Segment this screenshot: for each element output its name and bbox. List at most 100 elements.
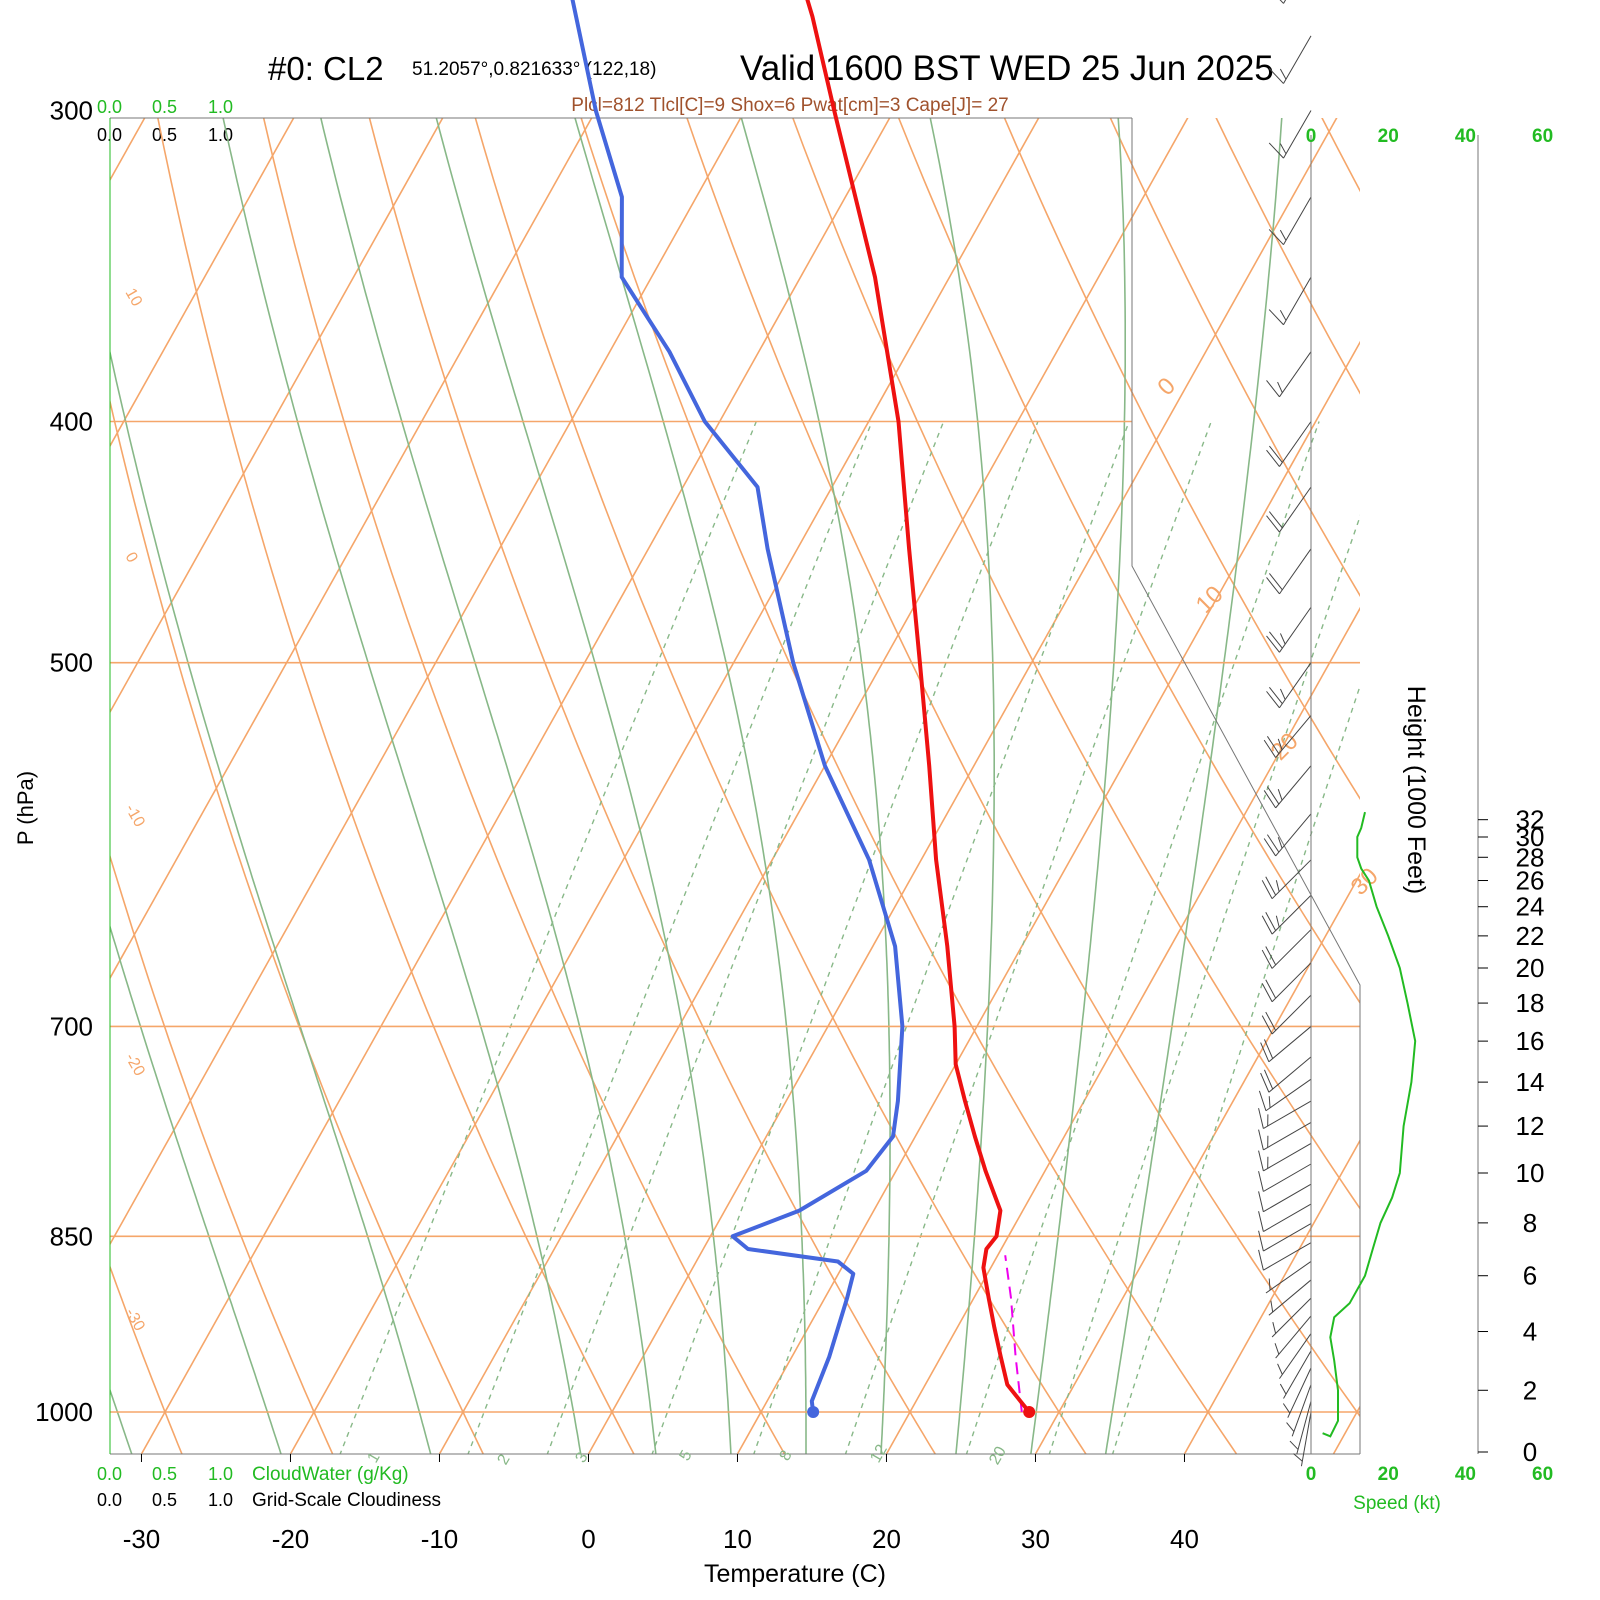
moist-adiabat-line [740,118,891,1454]
dry-adiabat-line [580,118,1238,1454]
frame-right [1131,118,1361,1454]
barb-feather [1277,738,1283,751]
surface-temperature-dot [1023,1406,1036,1418]
barb-feather [1279,68,1287,80]
wind-barb [1268,110,1312,159]
height-tick-label: 26 [1516,866,1545,896]
barb-staff [1275,813,1312,857]
barb-staff [1271,859,1312,900]
cloud-axis-top: 0.0 0.5 1.0 0.0 0.5 1.0 [97,97,233,145]
barb-feather [1263,790,1277,809]
wind-barb [1266,421,1312,467]
barb-staff [1283,276,1312,326]
height-tick-label: 0 [1523,1437,1537,1467]
barb-feather [1266,786,1280,805]
barb-feather [1268,229,1284,246]
barb-feather [1279,0,1284,4]
height-tick-label: 4 [1523,1317,1537,1347]
barb-staff [1268,1056,1312,1093]
barb-feather [1289,1440,1299,1450]
barb-staff [1283,35,1312,84]
barb-feather [1261,949,1273,969]
mixing-ratio-line [965,421,1320,1454]
sounding-profiles [570,0,1036,1418]
barb-feather [1268,573,1283,591]
barb-staff [1263,1203,1312,1232]
barb-feather [1268,1278,1271,1291]
cloud-axis-bottom: 0.0 0.5 1.0 CloudWater (g/Kg) 0.0 0.5 1.… [97,1464,441,1511]
mixing-ratio-line [546,421,945,1454]
pressure-tick-label: 700 [50,1011,93,1041]
barb-staff [1263,1242,1312,1271]
wind-barb [1258,1121,1312,1151]
wind-barb [1286,1384,1312,1437]
mixing-ratio-label: 5 [677,1448,696,1464]
barb-feather [1266,691,1280,709]
barb-feather [1258,1108,1264,1129]
barb-feather [1261,880,1273,899]
height-tick-label: 16 [1516,1026,1545,1056]
barb-feather [1261,1015,1273,1035]
dewpoint-line [570,0,905,1413]
barb-feather [1260,1072,1270,1093]
isotherm-label: 10 [122,286,146,310]
moist-adiabat-line [1030,118,1126,1454]
barb-feather [1279,229,1287,241]
barb-feather [1266,736,1280,755]
barb-feather [1258,1171,1264,1192]
barb-staff [1275,715,1312,758]
barb-feather [1265,979,1277,999]
cloudiness-tick-1: 0.5 [152,1490,177,1510]
wind-barb [1271,1297,1312,1338]
mixing-ratio-label: 12 [867,1442,891,1466]
wind-barb [1263,765,1312,809]
isotherm-line [1183,1138,1360,1454]
isotherm-label: -10 [122,802,148,831]
barb-feather [1261,915,1273,935]
barb-feather [1270,1300,1274,1313]
barb-feather [1266,515,1280,533]
barb-staff [1283,0,1287,4]
barb-feather [1282,1403,1291,1414]
pressure-tick-label: 400 [50,406,93,436]
wind-barb [1268,35,1312,84]
barb-staff [1275,765,1312,809]
wind-barb [1258,1078,1312,1112]
barb-feather [1277,381,1283,393]
dry-adiabat-line [262,118,786,1454]
height-tick-label: 2 [1523,1375,1537,1405]
cloudwater-tick-top-2: 1.0 [208,97,233,117]
height-tick-label: 12 [1516,1111,1545,1141]
dry-adiabat-line [110,853,334,1454]
x-tick-label: -20 [272,1524,310,1554]
cloudwater-tick-top-1: 0.5 [152,97,177,117]
barb-feather [1268,686,1283,704]
wind-barb [1261,859,1312,900]
x-tick-label: 40 [1170,1524,1199,1554]
wind-barb [1265,1261,1312,1294]
barb-feather [1279,143,1287,155]
plot-frame [109,117,1361,1455]
dry-adiabat-line [686,118,1360,1418]
wind-barb [1261,894,1312,935]
barb-feather [1266,834,1280,853]
barb-feather [1266,449,1280,467]
barb-staff [1275,1315,1312,1359]
barb-feather [1263,1039,1274,1059]
station-coords: 51.2057°,0.821633° (122,18) [412,59,656,80]
isotherm-line [110,118,444,714]
barb-feather [1277,837,1283,849]
moist-adiabat-line [110,924,282,1454]
wind-barb [1268,196,1312,246]
height-tick-label: 30 [1516,822,1545,852]
speed-tick-label-bottom: 40 [1455,1464,1476,1485]
barb-staff [1271,994,1312,1035]
barb-feather [1265,1011,1277,1031]
pressure-tick-label: 500 [50,648,93,678]
wind-barb [1266,548,1312,595]
wind-barb [1266,351,1312,398]
dry-adiabat-line [157,118,635,1454]
wind-barb [1261,929,1312,969]
cloudiness-tick-top-1: 0.5 [152,125,177,145]
